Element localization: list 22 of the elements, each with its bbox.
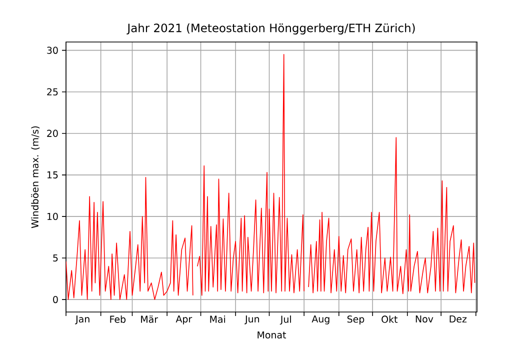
x-tick-label: Aug xyxy=(312,316,330,324)
y-tick-label: 30 xyxy=(47,46,58,54)
y-tick-label: 15 xyxy=(47,171,58,178)
x-tick-label: Dez xyxy=(450,316,467,323)
x-tick-label: Jun xyxy=(244,316,260,324)
y-tick-label: 25 xyxy=(47,88,58,96)
x-tick-label: Mär xyxy=(141,316,158,323)
x-tick-label: Mai xyxy=(210,316,226,323)
x-tick-label: Nov xyxy=(416,316,434,323)
x-tick-label: Okt xyxy=(382,316,398,323)
x-tick-label: Apr xyxy=(176,316,192,324)
x-tick-label: Jan xyxy=(75,316,90,324)
y-tick-label: 10 xyxy=(47,212,58,220)
y-tick-label: 5 xyxy=(53,254,58,262)
x-axis-title: Monat xyxy=(258,331,286,338)
chart-title: Jahr 2021 (Meteostation Hönggerberg/ETH Zürich) xyxy=(126,23,415,34)
x-tick-label: Jul xyxy=(280,316,291,325)
x-tick-label: Feb xyxy=(110,316,126,323)
y-tick-label: 0 xyxy=(53,296,58,304)
y-axis-title: Windböen max. (m/s) xyxy=(31,126,40,228)
x-tick-label: Sep xyxy=(347,316,364,325)
y-tick-label: 20 xyxy=(47,130,58,137)
